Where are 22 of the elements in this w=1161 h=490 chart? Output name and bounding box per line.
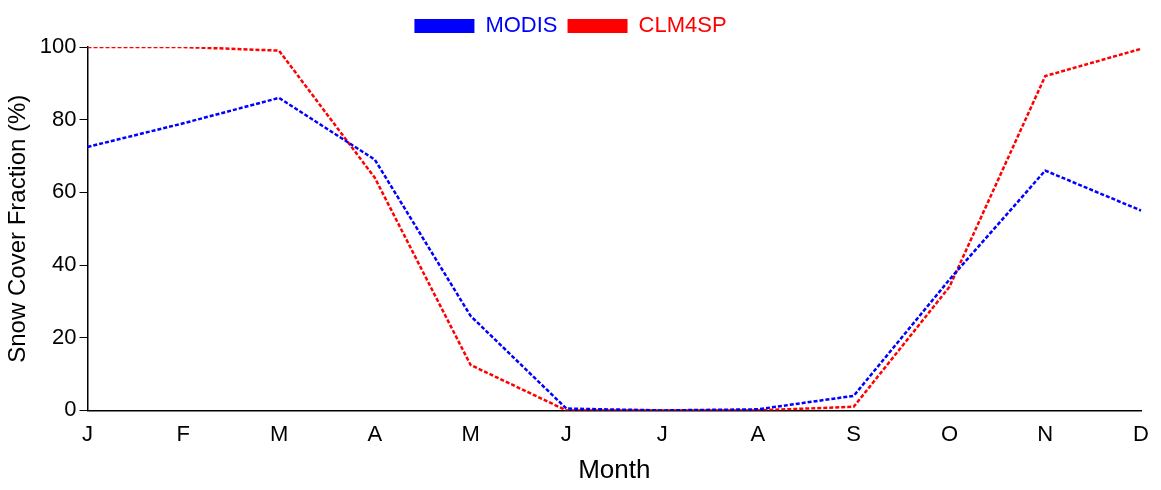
x-tick-label: S [846,420,862,446]
x-tick-label: J [656,420,668,446]
legend-label: CLM4SP [638,12,727,38]
x-tick-label: J [82,420,94,446]
y-tick-label: 100 [39,33,77,59]
x-tick-label: F [176,420,190,446]
x-tick-label: D [1133,420,1149,446]
y-tick-label: 60 [52,178,77,204]
y-tick-label: 80 [52,105,77,131]
x-tick-label: A [750,420,766,446]
x-tick-label: M [269,420,289,446]
x-tick-label: J [560,420,572,446]
y-tick-label: 20 [52,323,77,349]
legend-label: MODIS [485,12,558,38]
x-tick-label: N [1037,420,1054,446]
x-tick-label: O [940,420,959,446]
x-tick-label: M [461,420,480,446]
y-axis-title: Snow Cover Fraction (%) [3,94,31,363]
x-axis-title: Month [578,453,651,484]
x-tick-label: A [367,420,383,446]
y-tick-label: 40 [52,251,77,277]
y-tick-label: 0 [64,396,77,422]
